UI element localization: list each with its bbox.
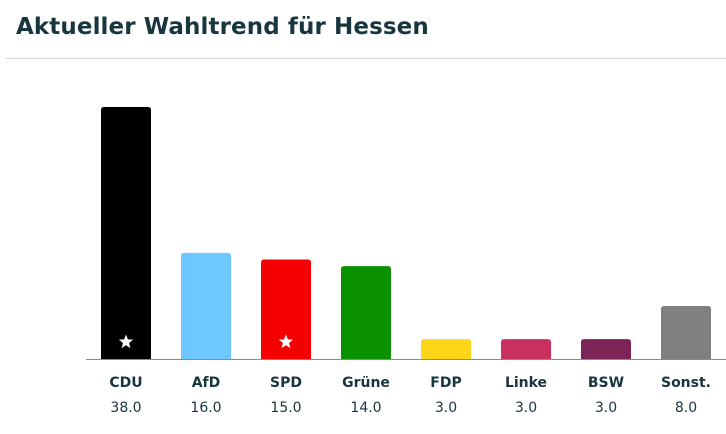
category-label-sonst: Sonst. bbox=[661, 375, 711, 391]
category-label-linke: Linke bbox=[505, 375, 547, 391]
page-title: Aktueller Wahltrend für Hessen bbox=[16, 14, 429, 40]
bar-linke bbox=[501, 339, 551, 359]
title-divider bbox=[6, 58, 726, 59]
labels-group: CDU 38.0 AfD 16.0 SPD 15.0 Grüne 14.0 FDP 3.0 Link… bbox=[109, 375, 711, 416]
category-label-fdp: FDP bbox=[430, 375, 461, 391]
value-label-linke: 3.0 bbox=[515, 400, 537, 416]
bar-sonst bbox=[661, 305, 711, 359]
category-label-gruene: Grüne bbox=[342, 375, 390, 391]
bar-spd bbox=[261, 259, 311, 359]
bar-cdu bbox=[101, 107, 151, 359]
bar-gruene bbox=[341, 266, 391, 359]
value-label-sonst: 8.0 bbox=[675, 400, 697, 416]
bar-fdp bbox=[421, 339, 471, 359]
value-label-spd: 15.0 bbox=[270, 400, 301, 416]
bar-afd bbox=[181, 252, 231, 359]
bars-group bbox=[101, 107, 711, 359]
category-label-cdu: CDU bbox=[109, 375, 142, 391]
star-icon bbox=[118, 334, 134, 349]
category-label-bsw: BSW bbox=[588, 375, 624, 391]
value-label-gruene: 14.0 bbox=[350, 400, 381, 416]
value-label-afd: 16.0 bbox=[190, 400, 221, 416]
value-label-fdp: 3.0 bbox=[435, 400, 457, 416]
star-icon bbox=[278, 334, 294, 349]
value-label-bsw: 3.0 bbox=[595, 400, 617, 416]
category-label-afd: AfD bbox=[192, 375, 221, 391]
bar-bsw bbox=[581, 339, 631, 359]
category-label-spd: SPD bbox=[270, 375, 302, 391]
value-label-cdu: 38.0 bbox=[110, 400, 141, 416]
